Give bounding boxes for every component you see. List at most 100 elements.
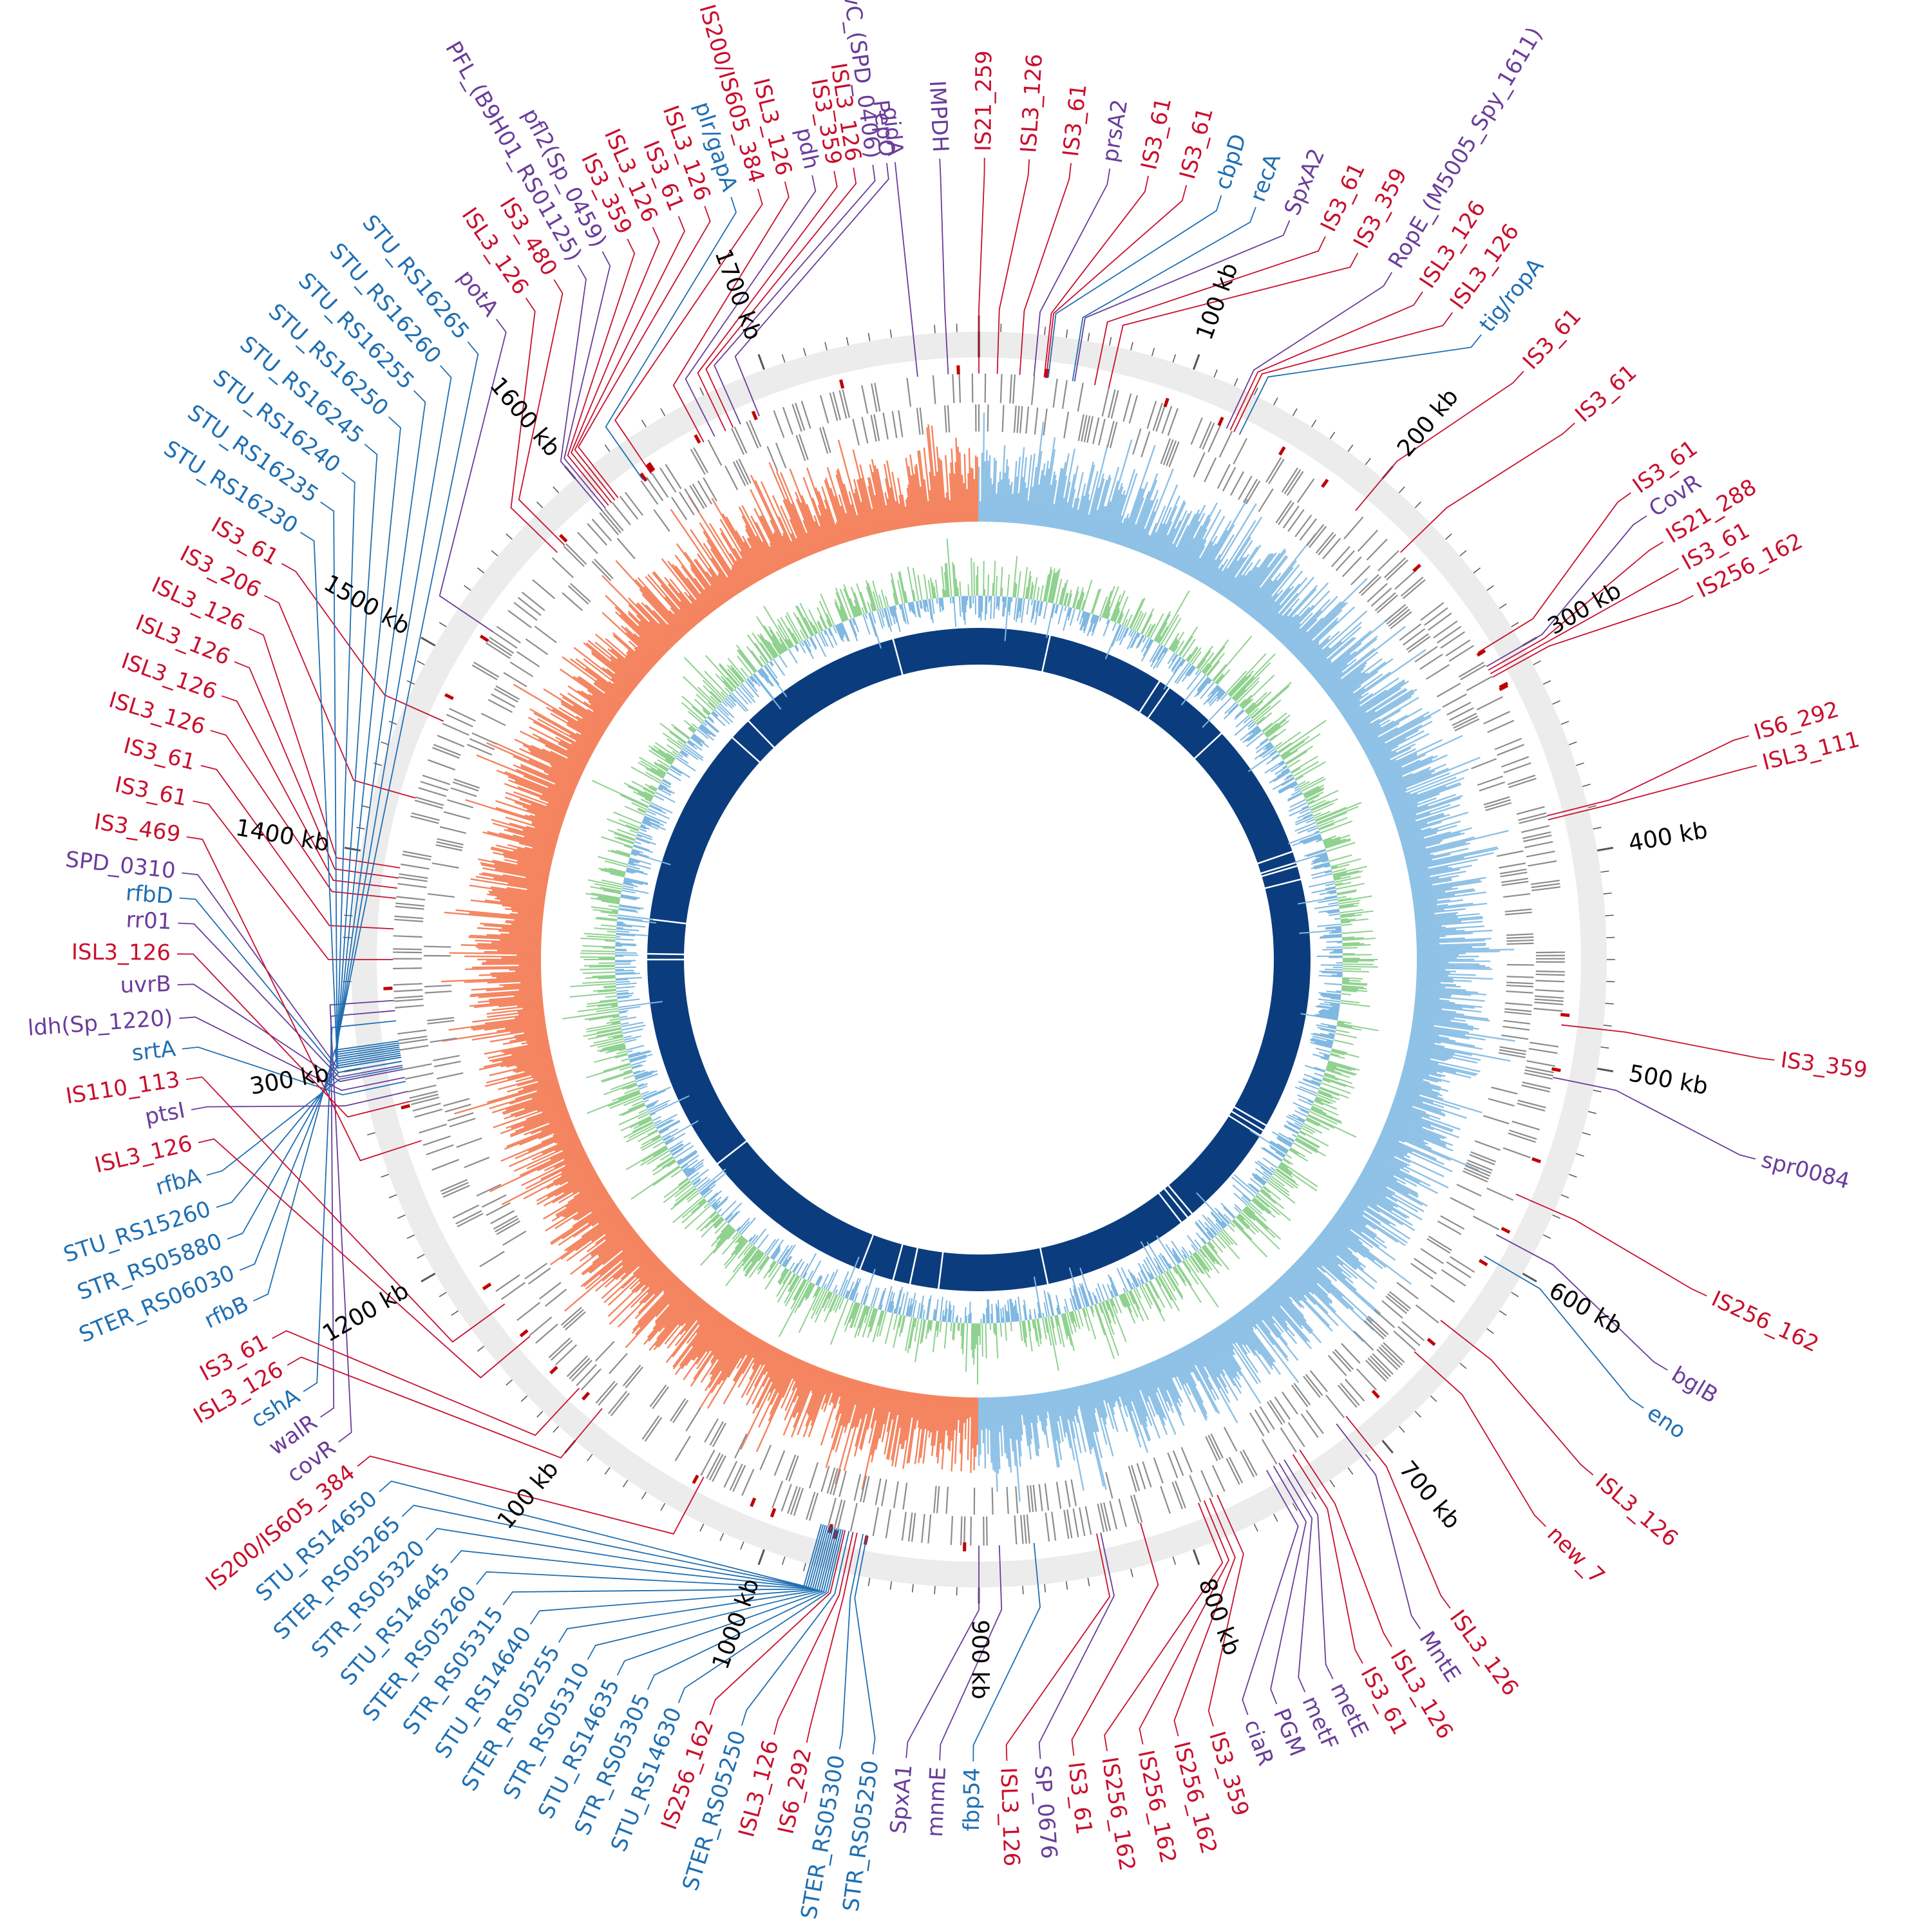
gc-skew-bar [797, 1368, 824, 1435]
leader-line [1139, 1500, 1230, 1745]
gc-skew-bar [506, 1091, 562, 1111]
gc-content-bar [839, 589, 852, 620]
gc-skew-bar [708, 523, 750, 587]
gc-skew-bar [1382, 1128, 1432, 1150]
gc-skew-bar [513, 850, 553, 861]
gc-skew-bar [1253, 1300, 1282, 1335]
gc-content-bar [795, 605, 813, 637]
gc-content-bar [1245, 1206, 1282, 1240]
feature-block [410, 1094, 439, 1103]
gc-content-bar [912, 1300, 917, 1318]
feature-block [1401, 1321, 1425, 1341]
gc-content-bar [1262, 1186, 1271, 1193]
gc-skew-bar [1323, 1228, 1349, 1249]
gc-content-bar [708, 1190, 723, 1204]
gc-content-bar [810, 621, 818, 634]
gc-content-bar [1303, 1074, 1323, 1081]
gc-skew-bar [504, 782, 569, 808]
gc-skew-bar [1379, 1133, 1437, 1160]
gc-skew-bar [1019, 1395, 1023, 1416]
gc-content-bar [1063, 592, 1068, 606]
leader-line [530, 1527, 834, 1625]
gc-skew-bar [790, 533, 804, 560]
gc-skew-bar [564, 1149, 585, 1160]
gc-skew-bar [1256, 1297, 1273, 1318]
gc-content-bar [1336, 890, 1357, 896]
gc-skew-bar [1416, 964, 1486, 967]
gc-skew-bar [1230, 1317, 1271, 1375]
gc-content-bar [610, 1080, 636, 1090]
gc-skew-bar [517, 912, 544, 916]
feature-block [522, 591, 545, 611]
gc-content-bar [848, 1288, 854, 1300]
gc-content-bar [692, 1177, 701, 1185]
gc-skew-bar [875, 1388, 890, 1450]
gc-skew-bar [1178, 525, 1203, 571]
gc-content-bar [715, 1227, 734, 1247]
gc-content-bar [619, 1011, 627, 1014]
feature-block [1254, 1409, 1270, 1434]
gc-skew-bar [1301, 638, 1330, 665]
gc-skew-bar [1403, 836, 1475, 856]
gc-skew-bar [970, 1397, 973, 1473]
gc-content-bar [615, 976, 642, 980]
gc-content-bar [698, 727, 715, 741]
feature-block [1449, 707, 1474, 721]
gc-skew-bar [927, 424, 939, 524]
gc-content-bar [1317, 1005, 1340, 1010]
gc-content-bar [1262, 1171, 1271, 1178]
gc-content-bar [1256, 712, 1273, 726]
gc-skew-bar [711, 1327, 743, 1376]
gc-content-bar [762, 1260, 776, 1279]
gc-skew-bar [685, 1300, 705, 1325]
leader-line [1399, 422, 1575, 553]
gc-content-bar [601, 900, 620, 905]
gc-content-bar [645, 1100, 659, 1107]
gc-skew-bar [1402, 831, 1461, 849]
gc-content-bar [1300, 776, 1324, 790]
gc-skew-bar [1365, 724, 1423, 755]
gc-content-bar [1309, 880, 1334, 888]
gc-content-bar [1106, 1300, 1116, 1325]
gc-content-bar [681, 696, 708, 719]
gc-skew-bar [938, 458, 945, 524]
gc-content-bar [1025, 587, 1028, 599]
gc-content-bar [1218, 1232, 1231, 1245]
gc-skew-bar [1314, 630, 1372, 679]
gc-skew-bar [945, 1396, 950, 1431]
gc-skew-bar [1142, 535, 1151, 554]
gc-skew-bar [927, 500, 932, 525]
feature-block [707, 439, 723, 466]
scale-tick [1311, 1492, 1317, 1500]
gc-skew-bar [810, 1371, 831, 1426]
feature-block [1334, 1349, 1354, 1370]
gc-content-bar [1027, 576, 1032, 600]
gc-content-bar [1255, 739, 1269, 750]
gc-skew-bar [1406, 853, 1451, 865]
gc-skew-bar [1360, 1173, 1396, 1195]
gc-skew-bar [515, 1084, 560, 1100]
gc-content-bar [624, 1087, 639, 1094]
feature-block [1524, 840, 1553, 849]
gc-skew-bar [940, 1396, 945, 1444]
gc-content-bar [624, 806, 645, 816]
gc-content-bar [1305, 1119, 1320, 1127]
gc-content-bar [1203, 1245, 1219, 1265]
gc-skew-bar [577, 719, 603, 737]
feature-block [395, 902, 425, 907]
gc-content-bar [1188, 647, 1198, 663]
gc-content-bar [799, 603, 817, 635]
gc-skew-bar [668, 1285, 687, 1305]
gc-skew-bar [582, 1231, 637, 1276]
gc-content-bar [1159, 590, 1190, 644]
gc-skew-bar [1193, 536, 1218, 578]
gc-content-bar [807, 1270, 814, 1281]
gc-content-bar [842, 1256, 860, 1298]
gc-skew-bar [693, 559, 726, 603]
feature-block [397, 883, 427, 889]
gc-content-bar [1198, 1219, 1214, 1238]
gc-content-bar [1293, 761, 1319, 777]
leader-line [605, 196, 737, 480]
gc-content-bar [1280, 1162, 1289, 1169]
gc-skew-bar [1401, 1075, 1442, 1088]
